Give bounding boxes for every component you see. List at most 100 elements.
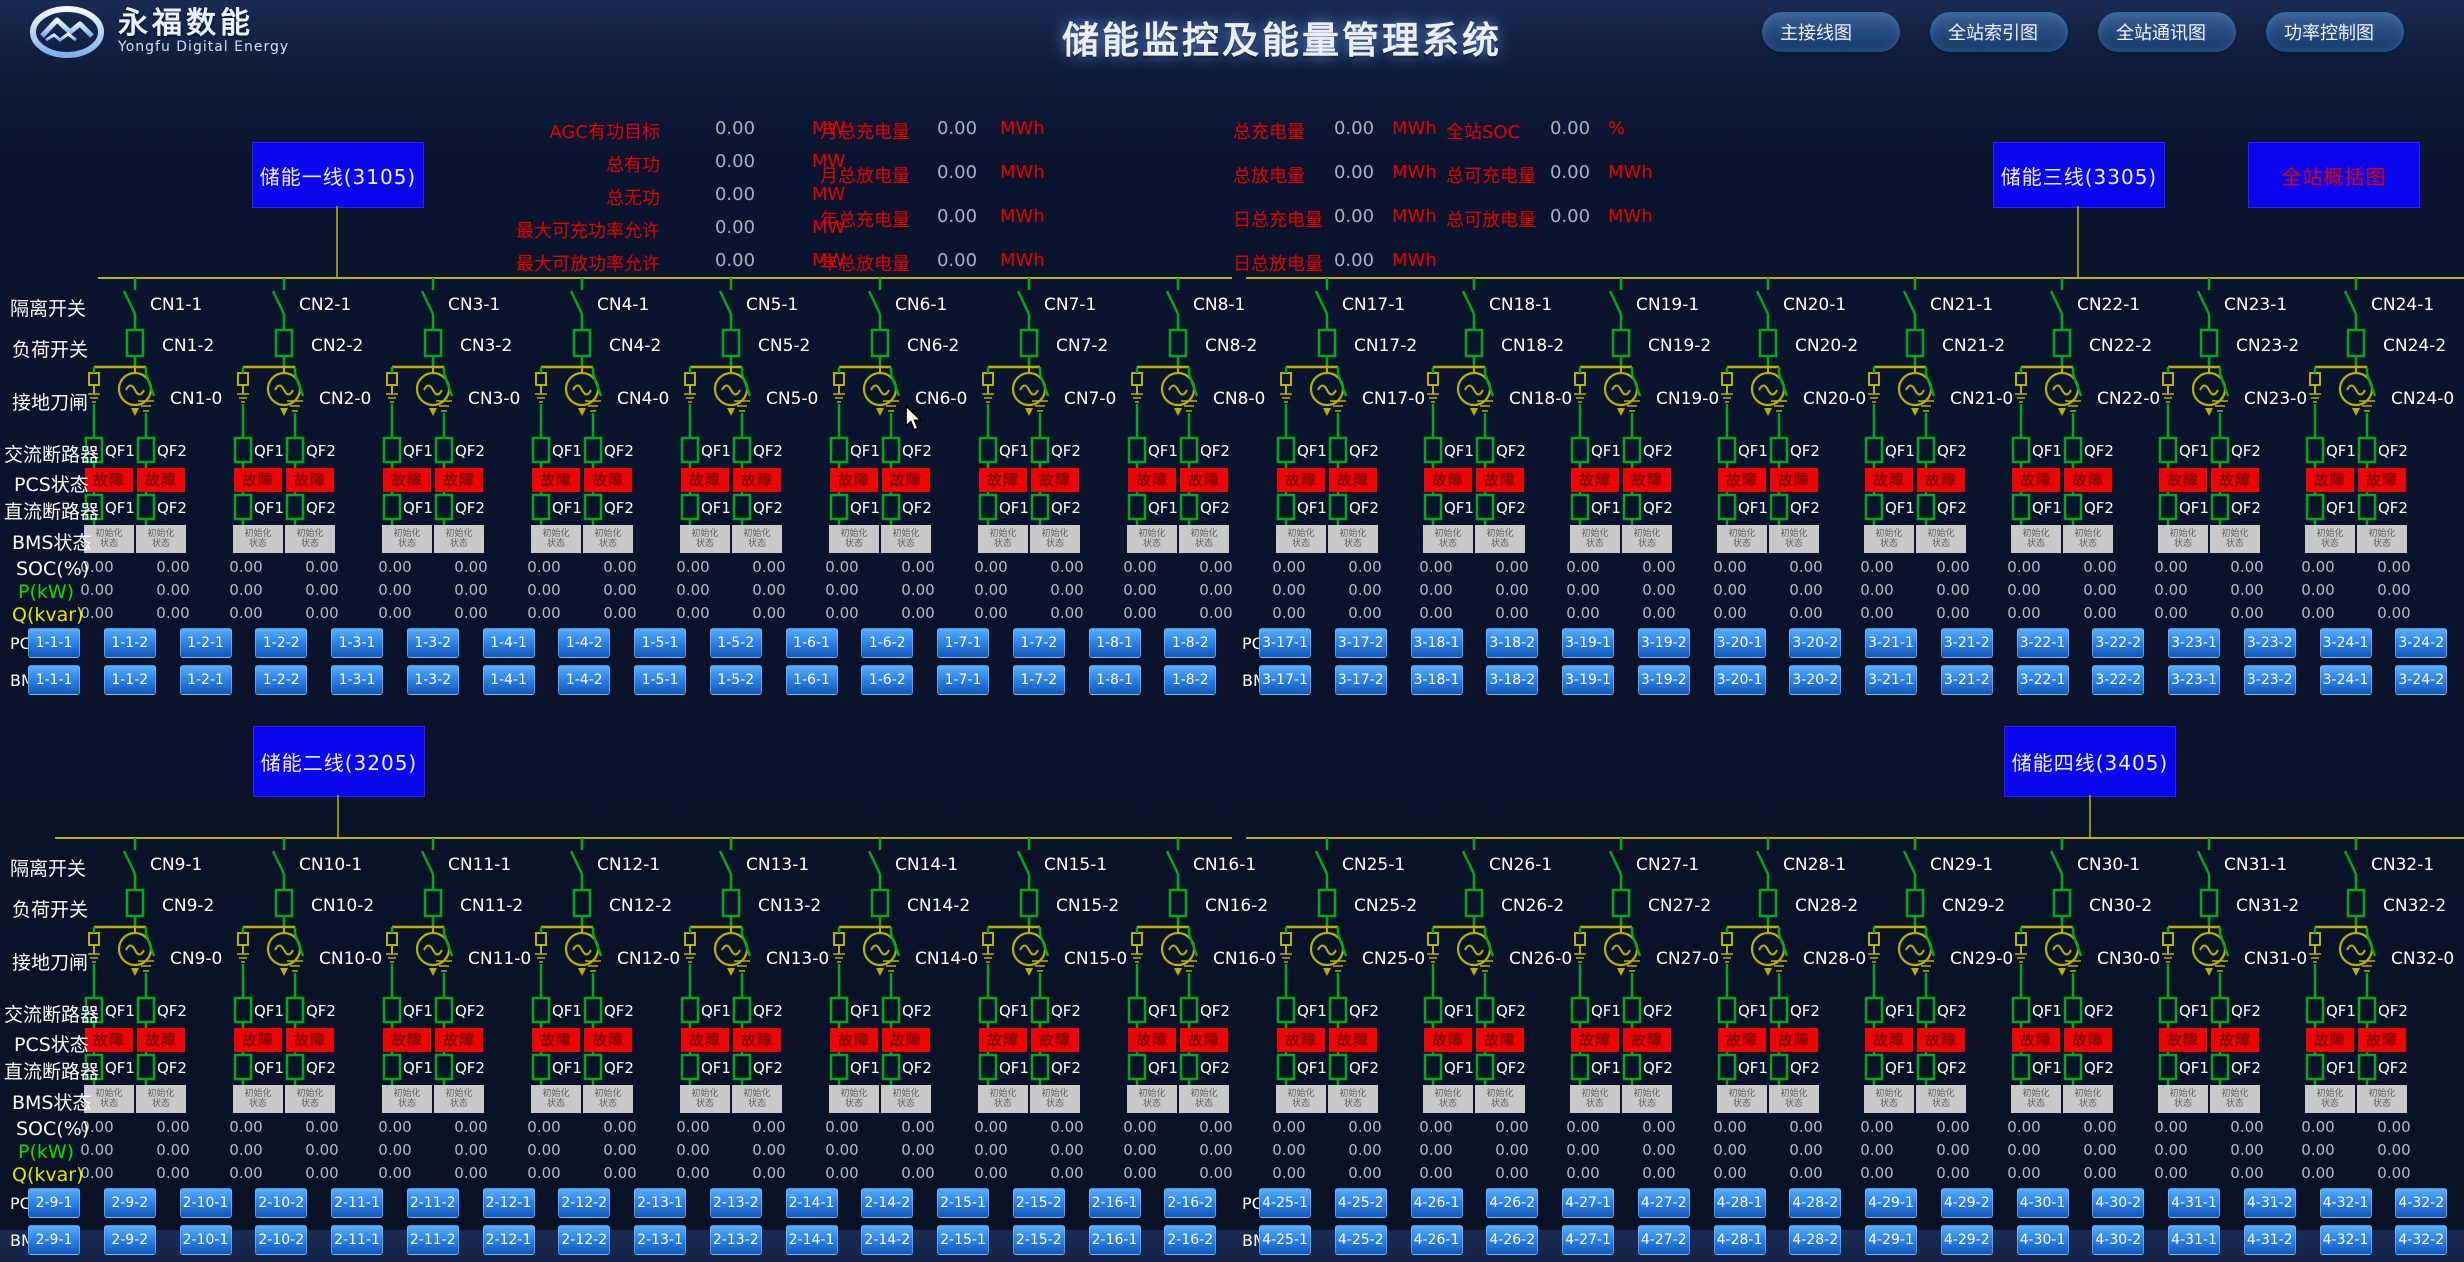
pcs-device-button[interactable]: 4-27-1 <box>1562 1188 1614 1218</box>
pcs-device-button[interactable]: 1-8-2 <box>1164 628 1217 658</box>
bms-device-button[interactable]: 3-20-1 <box>1713 665 1766 695</box>
pcs-device-button[interactable]: 2-14-1 <box>785 1188 838 1218</box>
bms-device-button[interactable]: 1-4-1 <box>482 665 535 695</box>
bms-device-button[interactable]: 1-7-2 <box>1012 665 1065 695</box>
pcs-device-button[interactable]: 1-1-2 <box>103 628 156 658</box>
pcs-device-button[interactable]: 2-15-1 <box>937 1188 989 1218</box>
bms-device-button[interactable]: 1-4-2 <box>558 665 611 695</box>
bms-device-button[interactable]: 3-18-1 <box>1410 665 1463 695</box>
bms-device-button[interactable]: 3-18-2 <box>1486 665 1539 695</box>
pcs-device-button[interactable]: 2-13-2 <box>709 1188 762 1218</box>
pcs-device-button[interactable]: 3-18-1 <box>1410 628 1463 658</box>
line-button-q1[interactable]: 储能一线(3105) <box>252 142 424 208</box>
pcs-device-button[interactable]: 3-22-2 <box>2092 628 2145 658</box>
pcs-device-button[interactable]: 2-13-1 <box>634 1188 686 1218</box>
bms-device-button[interactable]: 3-17-2 <box>1334 665 1387 695</box>
pcs-device-button[interactable]: 3-23-1 <box>2168 628 2220 658</box>
bms-device-button[interactable]: 3-20-2 <box>1789 665 1842 695</box>
pcs-device-button[interactable]: 2-16-2 <box>1164 1188 1217 1218</box>
pcs-device-button[interactable]: 1-6-1 <box>785 628 838 658</box>
bms-device-button[interactable]: 1-5-1 <box>634 665 686 695</box>
bms-device-button[interactable]: 3-22-2 <box>2092 665 2145 695</box>
pcs-device-button[interactable]: 2-11-1 <box>331 1188 383 1218</box>
pcs-device-button[interactable]: 3-21-2 <box>1940 628 1993 658</box>
pcs-device-button[interactable]: 4-27-2 <box>1637 1188 1690 1218</box>
bms-device-button[interactable]: 3-19-1 <box>1562 665 1614 695</box>
pcs-device-button[interactable]: 1-1-1 <box>28 628 80 658</box>
bms-device-button[interactable]: 3-17-1 <box>1259 665 1311 695</box>
pcs-device-button[interactable]: 4-31-2 <box>2243 1188 2296 1218</box>
bms-device-button[interactable]: 3-23-1 <box>2168 665 2220 695</box>
pcs-device-button[interactable]: 2-12-1 <box>482 1188 535 1218</box>
pcs-device-button[interactable]: 2-12-2 <box>558 1188 611 1218</box>
bms-device-button[interactable]: 1-1-2 <box>103 665 156 695</box>
pcs-device-button[interactable]: 3-21-1 <box>1865 628 1917 658</box>
pcs-device-button[interactable]: 4-28-2 <box>1789 1188 1842 1218</box>
bms-device-button[interactable]: 1-2-1 <box>179 665 232 695</box>
pcs-device-button[interactable]: 2-10-1 <box>179 1188 232 1218</box>
pcs-device-button[interactable]: 1-3-2 <box>406 628 459 658</box>
bms-device-button[interactable]: 1-5-2 <box>709 665 762 695</box>
pcs-device-button[interactable]: 1-5-1 <box>634 628 686 658</box>
nav-station-comm-diagram[interactable]: 全站通讯图 <box>2098 12 2236 52</box>
pcs-device-button[interactable]: 4-29-2 <box>1940 1188 1993 1218</box>
pcs-device-button[interactable]: 4-28-1 <box>1713 1188 1766 1218</box>
pcs-device-button[interactable]: 1-7-2 <box>1012 628 1065 658</box>
pcs-device-button[interactable]: 4-25-1 <box>1259 1188 1311 1218</box>
bms-device-button[interactable]: 1-7-1 <box>937 665 989 695</box>
pcs-device-button[interactable]: 4-31-1 <box>2168 1188 2220 1218</box>
pcs-device-button[interactable]: 4-32-1 <box>2319 1188 2372 1218</box>
bms-device-button[interactable]: 3-19-2 <box>1637 665 1690 695</box>
pcs-device-button[interactable]: 1-4-1 <box>482 628 535 658</box>
bms-device-button[interactable]: 1-8-1 <box>1088 665 1141 695</box>
nav-station-index-diagram[interactable]: 全站索引图 <box>1930 12 2068 52</box>
pcs-device-button[interactable]: 2-11-2 <box>406 1188 459 1218</box>
line-button-q4[interactable]: 储能四线(3405) <box>2004 726 2176 797</box>
pcs-device-button[interactable]: 4-30-1 <box>2016 1188 2069 1218</box>
pcs-device-button[interactable]: 2-14-2 <box>861 1188 914 1218</box>
station-overview-button[interactable]: 全站概括图 <box>2248 142 2420 208</box>
pcs-device-button[interactable]: 1-7-1 <box>937 628 989 658</box>
pcs-device-button[interactable]: 2-9-2 <box>103 1188 156 1218</box>
pcs-device-button[interactable]: 4-29-1 <box>1865 1188 1917 1218</box>
pcs-device-button[interactable]: 2-9-1 <box>28 1188 80 1218</box>
line-button-q3[interactable]: 储能三线(3305) <box>1993 142 2165 208</box>
bms-device-button[interactable]: 3-21-1 <box>1865 665 1917 695</box>
pcs-device-button[interactable]: 1-2-1 <box>179 628 232 658</box>
pcs-device-button[interactable]: 3-18-2 <box>1486 628 1539 658</box>
pcs-device-button[interactable]: 3-19-2 <box>1637 628 1690 658</box>
pcs-device-button[interactable]: 2-15-2 <box>1012 1188 1065 1218</box>
bms-device-button[interactable]: 1-2-2 <box>255 665 308 695</box>
pcs-device-button[interactable]: 3-17-1 <box>1259 628 1311 658</box>
pcs-device-button[interactable]: 3-24-1 <box>2319 628 2372 658</box>
pcs-device-button[interactable]: 1-2-2 <box>255 628 308 658</box>
bms-device-button[interactable]: 1-6-2 <box>861 665 914 695</box>
pcs-device-button[interactable]: 1-4-2 <box>558 628 611 658</box>
bms-device-button[interactable]: 3-24-1 <box>2319 665 2372 695</box>
pcs-device-button[interactable]: 3-23-2 <box>2243 628 2296 658</box>
bms-device-button[interactable]: 1-3-1 <box>331 665 383 695</box>
pcs-device-button[interactable]: 3-22-1 <box>2016 628 2069 658</box>
pcs-device-button[interactable]: 4-30-2 <box>2092 1188 2145 1218</box>
pcs-device-button[interactable]: 4-26-1 <box>1410 1188 1463 1218</box>
bms-device-button[interactable]: 1-8-2 <box>1164 665 1217 695</box>
pcs-device-button[interactable]: 3-20-2 <box>1789 628 1842 658</box>
nav-main-wiring-diagram[interactable]: 主接线图 <box>1762 12 1900 52</box>
bms-device-button[interactable]: 3-22-1 <box>2016 665 2069 695</box>
bms-device-button[interactable]: 1-1-1 <box>28 665 80 695</box>
pcs-device-button[interactable]: 3-24-2 <box>2395 628 2448 658</box>
pcs-device-button[interactable]: 2-16-1 <box>1088 1188 1141 1218</box>
bms-device-button[interactable]: 3-24-2 <box>2395 665 2448 695</box>
bms-device-button[interactable]: 3-21-2 <box>1940 665 1993 695</box>
pcs-device-button[interactable]: 1-5-2 <box>709 628 762 658</box>
pcs-device-button[interactable]: 3-19-1 <box>1562 628 1614 658</box>
pcs-device-button[interactable]: 3-20-1 <box>1713 628 1766 658</box>
pcs-device-button[interactable]: 4-26-2 <box>1486 1188 1539 1218</box>
line-button-q2[interactable]: 储能二线(3205) <box>253 726 425 797</box>
pcs-device-button[interactable]: 3-17-2 <box>1334 628 1387 658</box>
pcs-device-button[interactable]: 1-3-1 <box>331 628 383 658</box>
pcs-device-button[interactable]: 4-25-2 <box>1334 1188 1387 1218</box>
pcs-device-button[interactable]: 1-8-1 <box>1088 628 1141 658</box>
pcs-device-button[interactable]: 2-10-2 <box>255 1188 308 1218</box>
nav-power-control-diagram[interactable]: 功率控制图 <box>2266 12 2404 52</box>
